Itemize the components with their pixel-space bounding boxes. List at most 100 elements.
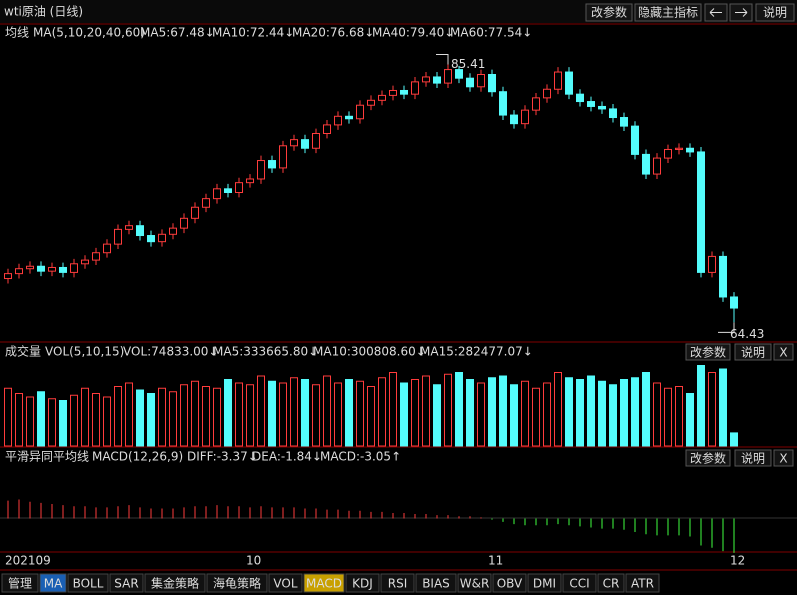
panel-name: 成交量 <box>5 344 41 359</box>
tab[interactable] <box>380 573 415 593</box>
tab-label[interactable]: BIAS <box>422 577 450 591</box>
candle-body <box>345 115 353 120</box>
volume-bar <box>235 382 243 447</box>
volume-bar <box>510 384 518 447</box>
tab[interactable] <box>303 573 345 593</box>
volume-bar <box>290 377 298 447</box>
button[interactable] <box>685 343 731 361</box>
button[interactable] <box>734 343 772 361</box>
tab[interactable] <box>109 573 144 593</box>
candle-body <box>169 227 177 235</box>
button[interactable] <box>773 343 794 361</box>
tab-label[interactable]: OBV <box>497 577 523 591</box>
tab[interactable] <box>492 573 527 593</box>
button-label[interactable]: 改参数 <box>690 451 726 466</box>
tab[interactable] <box>144 573 206 593</box>
tab[interactable] <box>345 573 380 593</box>
tab-label[interactable]: CR <box>603 577 620 591</box>
tab[interactable] <box>457 573 492 593</box>
tab-label[interactable]: BOLL <box>73 577 104 591</box>
button[interactable] <box>773 449 794 467</box>
candle-body <box>554 71 562 90</box>
tab[interactable] <box>527 573 562 593</box>
tab-label[interactable]: CCI <box>569 577 589 591</box>
candle-body <box>378 94 386 101</box>
volume-bar <box>466 379 474 447</box>
candle-body <box>48 266 56 272</box>
button-label[interactable]: 改参数 <box>690 345 726 360</box>
tab[interactable] <box>67 573 109 593</box>
volume-bar <box>59 400 67 447</box>
candle-body <box>730 296 738 309</box>
legend-item: MA15:282477.07↓ <box>420 345 533 359</box>
button[interactable] <box>585 3 633 22</box>
button-label[interactable]: X <box>779 346 787 360</box>
volume-bar <box>433 384 441 447</box>
tab-label[interactable]: 集金策略 <box>151 576 199 591</box>
button-label[interactable]: 改参数 <box>591 5 627 20</box>
left-arrow <box>709 8 722 17</box>
volume-bar <box>444 373 452 447</box>
legend-item: MA5:333665.80↓ <box>213 345 318 359</box>
tab-label[interactable]: KDJ <box>352 577 373 591</box>
button-label[interactable]: 隐藏主指标 <box>638 5 698 20</box>
volume-bar <box>15 393 23 447</box>
tab-label[interactable]: SAR <box>114 577 138 591</box>
button[interactable] <box>755 3 795 22</box>
tab[interactable] <box>597 573 625 593</box>
volume-bar <box>279 382 287 447</box>
x-tick-label: 11 <box>488 554 503 568</box>
button[interactable] <box>734 449 772 467</box>
candle-body <box>675 147 683 150</box>
tab[interactable] <box>268 573 303 593</box>
candle-body <box>389 89 397 96</box>
tab[interactable] <box>1 573 39 593</box>
volume-bar <box>719 368 727 447</box>
panel-name: 均线 <box>5 26 29 40</box>
candle-body <box>202 198 210 208</box>
tab[interactable] <box>415 573 457 593</box>
tab-label[interactable]: MACD <box>306 577 342 591</box>
title: wti原油 (日线) <box>4 5 83 19</box>
tab-label[interactable]: 海龟策略 <box>213 576 261 591</box>
button[interactable] <box>634 3 702 22</box>
volume-bar <box>708 372 716 447</box>
button-label[interactable]: 说明 <box>741 345 765 360</box>
tab-label[interactable]: VOL <box>273 577 297 591</box>
tab-label[interactable]: MA <box>44 577 63 591</box>
candle-body <box>400 89 408 95</box>
tab-label[interactable]: W&R <box>460 577 490 591</box>
candle-body <box>444 69 452 84</box>
tab[interactable] <box>39 573 67 593</box>
candle-body <box>59 266 67 273</box>
volume-bar <box>587 375 595 447</box>
button-label[interactable]: 说明 <box>763 5 787 20</box>
tab-label[interactable]: RSI <box>388 577 408 591</box>
candle-body <box>224 188 232 193</box>
candle-body <box>620 117 628 127</box>
button-label[interactable]: X <box>779 452 787 466</box>
volume-bar <box>180 384 188 447</box>
volume-bar <box>532 387 540 447</box>
tab-label[interactable]: DMI <box>533 577 556 591</box>
candle-body <box>136 225 144 237</box>
tab[interactable] <box>625 573 660 593</box>
volume-bar <box>147 393 155 447</box>
candle-body <box>587 101 595 107</box>
tab[interactable] <box>562 573 597 593</box>
tab[interactable] <box>206 573 268 593</box>
tab-label[interactable]: ATR <box>631 577 654 591</box>
button[interactable] <box>685 449 731 467</box>
candle-body <box>653 157 661 175</box>
x-tick-label: 202109 <box>5 554 51 568</box>
low-label: 64.43 <box>730 327 764 341</box>
volume-bar <box>631 377 639 447</box>
legend-item: MA40:79.40↓ <box>372 26 454 40</box>
volume-bar <box>4 387 12 447</box>
tab-label[interactable]: 管理 <box>8 576 32 591</box>
button-label[interactable]: 说明 <box>741 451 765 466</box>
volume-bar <box>411 379 419 447</box>
volume-bar <box>488 377 496 447</box>
volume-bar <box>543 382 551 447</box>
